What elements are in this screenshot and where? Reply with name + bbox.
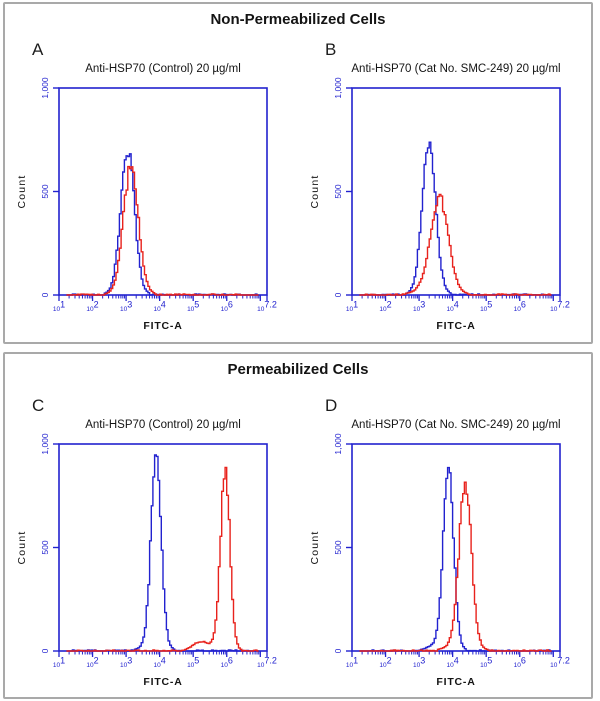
- x-tick-label: 104: [447, 300, 459, 314]
- x-axis: 101 102 103 104 105 106 107.2: [346, 651, 570, 669]
- x-tick-label: 105: [187, 656, 199, 670]
- x-tick-label: 107.2: [257, 656, 277, 670]
- x-axis-title: FITC-A: [143, 320, 182, 332]
- x-tick-label: 102: [86, 300, 98, 314]
- panel-letter-c: C: [32, 396, 45, 415]
- x-tick-label: 104: [447, 656, 459, 670]
- red-histogram-curve: [359, 481, 552, 652]
- y-axis: 0 500 1,000: [40, 77, 59, 297]
- blue-histogram-curve: [66, 153, 259, 296]
- x-tick-label: 101: [346, 656, 358, 670]
- red-histogram-curve: [66, 165, 259, 296]
- histogram-plot-c: Anti-HSP70 (Control) 20 µg/ml 0 500 1,000 Co…: [16, 419, 277, 688]
- y-tick-label: 0: [333, 292, 343, 297]
- x-tick-label: 103: [120, 300, 132, 314]
- x-axis: 101 102 103 104 105 106 107.2: [53, 651, 277, 669]
- x-tick-label: 106: [514, 656, 526, 670]
- x-tick-label: 107.2: [550, 656, 570, 670]
- panel-title: Anti-HSP70 (Control) 20 µg/ml: [85, 419, 241, 431]
- x-axis-title: FITC-A: [436, 320, 475, 332]
- section-title-permeabilized: Permeabilized Cells: [227, 361, 369, 378]
- y-tick-label: 1,000: [333, 77, 343, 99]
- y-axis: 0 500 1,000: [333, 77, 352, 297]
- y-axis-title: Count: [16, 174, 28, 208]
- x-tick-label: 104: [154, 300, 166, 314]
- x-tick-label: 102: [379, 300, 391, 314]
- panel-d: D Anti-HSP70 (Cat No. SMC-249) 20 µg/ml 0…: [298, 386, 591, 697]
- red-histogram-curve: [359, 193, 552, 296]
- x-tick-label: 101: [346, 300, 358, 314]
- panel-title: Anti-HSP70 (Cat No. SMC-249) 20 µg/ml: [351, 63, 560, 75]
- x-tick-label: 105: [480, 656, 492, 670]
- blue-histogram-curve: [359, 466, 552, 652]
- y-tick-label: 1,000: [40, 77, 50, 99]
- section-non-permeabilized: Non-Permeabilized Cells A Anti-HSP70 (Co…: [3, 2, 593, 344]
- panel-letter-b: B: [325, 40, 337, 59]
- y-tick-label: 500: [333, 540, 343, 554]
- x-tick-label: 104: [154, 656, 166, 670]
- x-tick-label: 106: [514, 300, 526, 314]
- y-axis-title: Count: [16, 530, 28, 564]
- section-title-non-permeabilized: Non-Permeabilized Cells: [210, 11, 386, 28]
- y-tick-label: 500: [40, 540, 50, 554]
- panel-a: A Anti-HSP70 (Control) 20 µg/ml 0 500 1,000…: [5, 30, 298, 342]
- y-tick-label: 1,000: [40, 433, 50, 455]
- panel-letter-a: A: [32, 40, 44, 59]
- x-axis: 101 102 103 104 105 106 107.2: [346, 295, 570, 313]
- y-axis-title: Count: [309, 174, 321, 208]
- y-tick-label: 500: [40, 184, 50, 198]
- panel-letter-d: D: [325, 396, 338, 415]
- y-axis-title: Count: [309, 530, 321, 564]
- x-axis: 101 102 103 104 105 106 107.2: [53, 295, 277, 313]
- red-histogram-curve: [66, 466, 259, 652]
- x-tick-label: 102: [379, 656, 391, 670]
- x-tick-label: 106: [221, 656, 233, 670]
- x-tick-label: 103: [120, 656, 132, 670]
- histogram-plot-b: Anti-HSP70 (Cat No. SMC-249) 20 µg/ml 0 50…: [309, 63, 570, 332]
- y-tick-label: 500: [333, 184, 343, 198]
- panel-c: C Anti-HSP70 (Control) 20 µg/ml 0 500 1,000…: [5, 386, 298, 697]
- x-tick-label: 105: [480, 300, 492, 314]
- y-tick-label: 0: [40, 648, 50, 653]
- histogram-plot-d: Anti-HSP70 (Cat No. SMC-249) 20 µg/ml 0 50…: [309, 419, 570, 688]
- panel-title: Anti-HSP70 (Cat No. SMC-249) 20 µg/ml: [351, 419, 560, 431]
- x-tick-label: 107.2: [257, 300, 277, 314]
- panel-row-bottom: C Anti-HSP70 (Control) 20 µg/ml 0 500 1,000…: [5, 386, 591, 697]
- section-permeabilized: Permeabilized Cells C Anti-HSP70 (Contro…: [3, 352, 593, 699]
- plot-frame: [58, 443, 268, 652]
- blue-histogram-curve: [359, 141, 552, 296]
- x-axis-title: FITC-A: [436, 676, 475, 688]
- panel-b: B Anti-HSP70 (Cat No. SMC-249) 20 µg/ml 0…: [298, 30, 591, 342]
- x-tick-label: 105: [187, 300, 199, 314]
- x-axis-title: FITC-A: [143, 676, 182, 688]
- x-tick-label: 101: [53, 300, 65, 314]
- plot-frame: [351, 87, 561, 296]
- x-tick-label: 103: [413, 300, 425, 314]
- histogram-plot-a: Anti-HSP70 (Control) 20 µg/ml 0 500 1,000 Co…: [16, 63, 277, 332]
- x-tick-label: 102: [86, 656, 98, 670]
- y-tick-label: 0: [333, 648, 343, 653]
- x-tick-label: 103: [413, 656, 425, 670]
- plot-frame: [351, 443, 561, 652]
- x-tick-label: 106: [221, 300, 233, 314]
- panel-title: Anti-HSP70 (Control) 20 µg/ml: [85, 63, 241, 75]
- x-tick-label: 101: [53, 656, 65, 670]
- y-tick-label: 1,000: [333, 433, 343, 455]
- y-axis: 0 500 1,000: [40, 433, 59, 653]
- y-axis: 0 500 1,000: [333, 433, 352, 653]
- panel-row-top: A Anti-HSP70 (Control) 20 µg/ml 0 500 1,000…: [5, 30, 591, 342]
- x-tick-label: 107.2: [550, 300, 570, 314]
- y-tick-label: 0: [40, 292, 50, 297]
- plot-frame: [58, 87, 268, 296]
